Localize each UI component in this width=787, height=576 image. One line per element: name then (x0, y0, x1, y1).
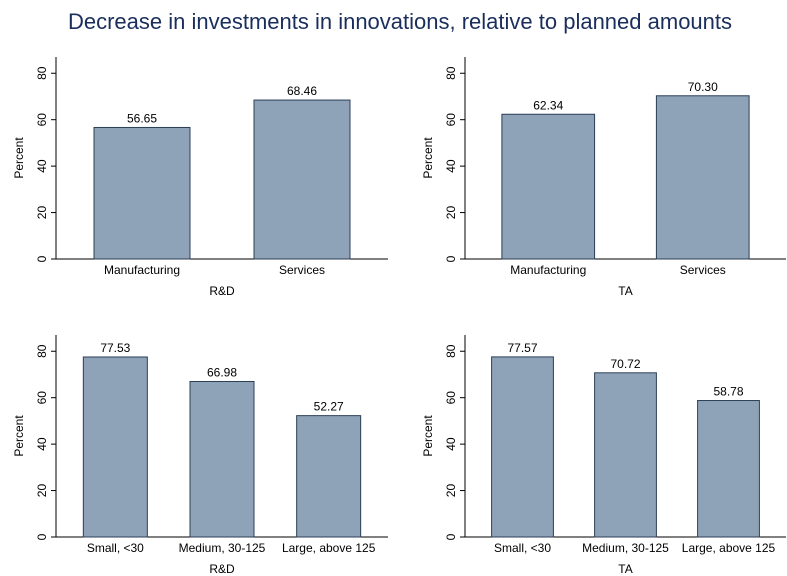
y-tick-label: 80 (444, 66, 458, 80)
value-label: 70.30 (688, 80, 718, 94)
value-label: 56.65 (127, 111, 157, 125)
y-axis-label: Percent (12, 137, 26, 179)
y-tick-label: 40 (35, 159, 49, 173)
x-axis-label: R&D (209, 562, 235, 576)
y-tick-label: 80 (35, 344, 49, 358)
y-tick-label: 20 (35, 484, 49, 498)
y-tick-label: 80 (35, 66, 49, 80)
y-tick-label: 0 (444, 533, 458, 540)
bar (594, 372, 657, 538)
x-axis-label: TA (618, 284, 632, 298)
bar (253, 99, 351, 260)
y-tick-label: 40 (35, 437, 49, 451)
bar (501, 113, 596, 260)
y-tick-label: 60 (35, 113, 49, 127)
value-label: 52.27 (314, 400, 344, 414)
bar (697, 400, 760, 538)
x-tick-label: Manufacturing (510, 263, 586, 277)
y-tick-label: 80 (444, 344, 458, 358)
value-label: 62.34 (533, 98, 563, 112)
x-axis-label: R&D (209, 284, 235, 298)
value-label: 77.53 (100, 341, 130, 355)
y-tick-label: 20 (444, 484, 458, 498)
x-tick-label: Manufacturing (104, 263, 180, 277)
y-tick-label: 60 (35, 391, 49, 405)
value-label: 66.98 (207, 365, 237, 379)
x-tick-label: Large, above 125 (682, 541, 776, 555)
x-axis-label: TA (618, 562, 632, 576)
x-tick-label: Medium, 30-125 (179, 541, 266, 555)
x-tick-label: Small, <30 (87, 541, 144, 555)
y-tick-label: 0 (35, 255, 49, 262)
bar (93, 126, 191, 260)
x-tick-label: Medium, 30-125 (582, 541, 669, 555)
y-tick-label: 40 (444, 437, 458, 451)
value-label: 77.57 (507, 341, 537, 355)
value-label: 70.72 (610, 357, 640, 371)
y-tick-label: 20 (35, 206, 49, 220)
x-tick-label: Services (279, 263, 325, 277)
y-tick-label: 0 (444, 255, 458, 262)
y-tick-label: 60 (444, 113, 458, 127)
x-tick-label: Small, <30 (494, 541, 551, 555)
y-axis-label: Percent (12, 415, 26, 457)
x-tick-label: Large, above 125 (282, 541, 376, 555)
x-tick-label: Services (680, 263, 726, 277)
bar (189, 380, 255, 538)
y-axis-label: Percent (421, 137, 435, 179)
chart-title: Decrease in investments in innovations, … (68, 9, 732, 34)
bar (491, 356, 554, 538)
bar (82, 356, 148, 538)
y-tick-label: 0 (35, 533, 49, 540)
y-tick-label: 20 (444, 206, 458, 220)
value-label: 58.78 (713, 385, 743, 399)
y-tick-label: 60 (444, 391, 458, 405)
y-axis-label: Percent (421, 415, 435, 457)
y-tick-label: 40 (444, 159, 458, 173)
bar (655, 95, 750, 260)
value-label: 68.46 (287, 84, 317, 98)
bar (296, 415, 362, 538)
